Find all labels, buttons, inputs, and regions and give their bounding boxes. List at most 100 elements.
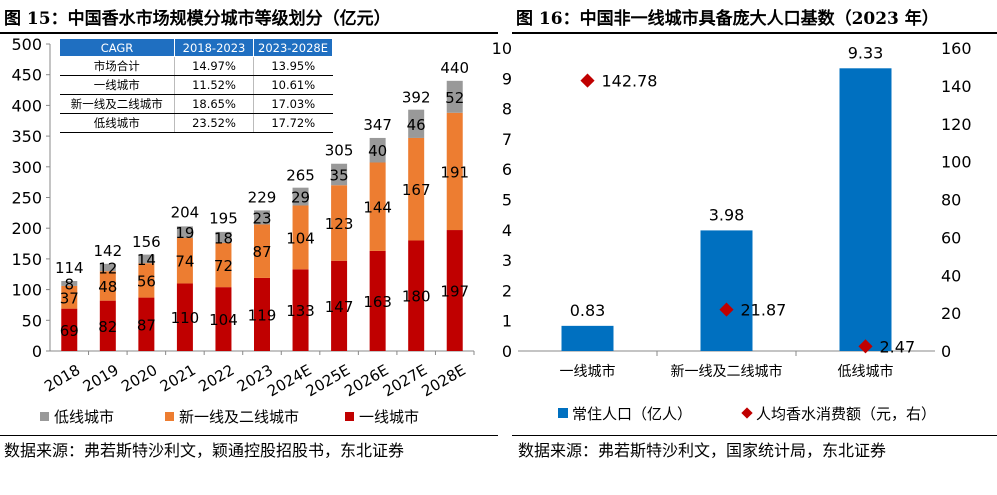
bar-segment: [254, 224, 270, 278]
bar-segment: [331, 260, 348, 351]
cell: 市场合计: [59, 56, 175, 76]
y2-tick-label: 160: [941, 39, 972, 58]
bar-segment: [61, 308, 78, 351]
data-label: 14: [137, 251, 156, 269]
legend-marker: [741, 407, 753, 419]
legend-swatch: [40, 412, 49, 421]
data-label: 104: [286, 229, 315, 247]
data-label: 8: [64, 275, 74, 293]
data-label: 167: [402, 181, 431, 199]
data-label: 69: [60, 322, 79, 340]
bar-segment: [408, 109, 425, 138]
bar-segment: [369, 137, 386, 163]
data-label: 37: [60, 289, 79, 307]
y2-tick-label: 0: [941, 342, 951, 361]
data-label: 123: [325, 215, 354, 233]
y-tick-label: 250: [11, 189, 42, 208]
data-label: 87: [252, 243, 271, 261]
x-tick-label: 2021: [157, 361, 199, 396]
data-label: 74: [175, 253, 194, 271]
y-tick-label: 1: [502, 312, 512, 331]
total-label: 142: [93, 242, 122, 260]
x-tick-label: 2027E: [380, 361, 430, 400]
y-tick-label: 150: [11, 250, 42, 269]
bar-segment: [99, 271, 116, 301]
bar: [839, 68, 892, 352]
cell: 18.65%: [174, 94, 254, 114]
bar-segment: [99, 300, 116, 351]
data-label: 19: [175, 224, 194, 242]
table-row: 一线城市 11.52% 10.61%: [59, 75, 333, 95]
y2-tick-label: 140: [941, 77, 972, 96]
data-label: 40: [368, 142, 387, 160]
bar-segment: [99, 263, 116, 272]
y-tick-label: 200: [11, 219, 42, 238]
cell: 低线城市: [59, 113, 175, 133]
data-label: 35: [330, 166, 349, 184]
cagr-header: CAGR: [59, 38, 175, 57]
y2-tick-label: 40: [941, 266, 961, 285]
bar: [700, 230, 753, 351]
y-tick-label: 0: [502, 342, 512, 361]
data-label: 12: [98, 259, 117, 277]
cell: 10.61%: [253, 75, 333, 95]
legend-label: 新一线及二线城市: [179, 408, 299, 426]
y-tick-label: 10: [492, 39, 512, 58]
left-source-rule: [0, 435, 498, 436]
total-label: 156: [132, 233, 161, 251]
data-label: 119: [248, 306, 277, 324]
y2-tick-label: 20: [941, 304, 961, 323]
x-tick-label: 2020: [118, 361, 160, 396]
legend-label: 一线城市: [359, 408, 419, 426]
x-tick-label: 一线城市: [560, 363, 616, 380]
scatter-point: [580, 73, 595, 88]
total-label: 392: [402, 88, 431, 106]
legend-label: 人均香水消费额（元，右）: [756, 405, 936, 423]
data-label: 163: [363, 293, 392, 311]
cell: 新一线及二线城市: [59, 94, 175, 114]
scatter-label: 2.47: [880, 337, 916, 356]
data-label: 82: [98, 318, 117, 336]
table-row: 市场合计 14.97% 13.95%: [59, 56, 333, 76]
y2-tick-label: 60: [941, 228, 961, 247]
bar-segment: [369, 162, 386, 251]
y-tick-label: 9: [502, 69, 512, 88]
legend-swatch: [165, 412, 174, 421]
bar-segment: [292, 187, 309, 206]
bar-segment: [138, 297, 155, 351]
bar-segment: [408, 240, 425, 351]
data-label: 191: [440, 163, 469, 181]
y-tick-label: 3: [502, 251, 512, 270]
legend-swatch: [558, 408, 568, 418]
bar-segment: [331, 163, 348, 186]
data-label: 23: [252, 209, 271, 227]
data-label: 72: [214, 257, 233, 275]
right-title-rule: [512, 32, 997, 34]
cell: 一线城市: [59, 75, 175, 95]
bar-segment: [369, 250, 386, 351]
right-source: 数据来源：弗若斯特沙利文，国家统计局，东北证券: [518, 441, 887, 460]
left-chart-title: 图 15：中国香水市场规模分城市等级划分（亿元）: [4, 9, 391, 29]
data-label: 133: [286, 302, 315, 320]
cell: 17.03%: [253, 94, 333, 114]
table-row: 低线城市 23.52% 17.72%: [59, 113, 333, 133]
bar-segment: [292, 269, 309, 351]
bar-segment: [331, 185, 348, 261]
cagr-table: CAGR 2018-2023 2023-2028E 市场合计 14.97% 13.95%…: [59, 38, 333, 133]
data-label: 144: [363, 199, 392, 217]
cell: 13.95%: [253, 56, 333, 76]
total-label: 114: [55, 259, 84, 277]
bar: [561, 325, 614, 351]
data-label: 110: [171, 309, 200, 327]
total-label: 347: [363, 116, 392, 134]
cell: 14.97%: [174, 56, 254, 76]
left-source: 数据来源：弗若斯特沙利文，颖通控股招股书，东北证券: [4, 441, 405, 460]
y-tick-label: 450: [11, 66, 42, 85]
x-tick-label: 低线城市: [838, 363, 894, 380]
y-tick-label: 0: [32, 342, 42, 361]
data-label: 18: [214, 229, 233, 247]
right-chart-title: 图 16：中国非一线城市具备庞大人口基数（2023 年）: [516, 9, 939, 29]
x-tick-label: 2018: [41, 361, 83, 396]
data-label: 87: [137, 316, 156, 334]
